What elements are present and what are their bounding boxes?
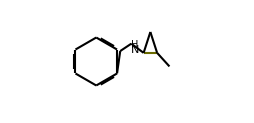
Text: H: H	[131, 40, 139, 50]
Text: N: N	[131, 45, 139, 55]
